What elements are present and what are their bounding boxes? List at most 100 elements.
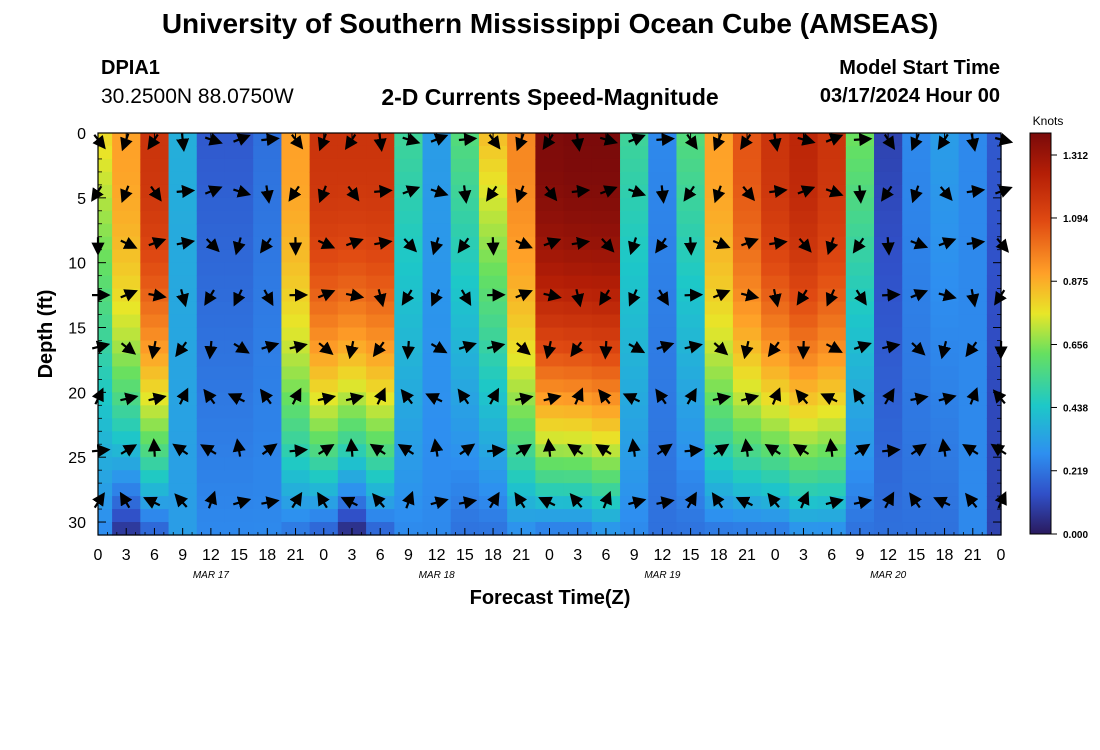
y-axis-label: Depth (ft) — [35, 290, 57, 379]
heatmap-cell — [253, 418, 283, 432]
heatmap-cell — [98, 457, 113, 471]
current-vector-arrow — [372, 341, 386, 358]
heatmap-cell — [817, 405, 847, 419]
current-vector-arrow — [148, 237, 167, 250]
heatmap-cell — [309, 509, 339, 523]
heatmap-cell — [986, 444, 1002, 458]
heatmap-cell — [112, 301, 141, 316]
current-vector-arrow — [514, 491, 528, 509]
heatmap-cell — [112, 314, 141, 329]
heatmap-cell — [591, 509, 621, 523]
heatmap-cell — [196, 509, 226, 523]
heatmap-cell — [507, 483, 536, 497]
current-vector-arrow — [853, 185, 867, 204]
heatmap-cell — [563, 197, 593, 212]
heatmap-cell — [253, 301, 283, 316]
heatmap-cell — [507, 171, 536, 186]
heatmap-cell — [224, 509, 254, 523]
heatmap-cell — [112, 366, 141, 380]
current-vector-arrow — [683, 185, 697, 202]
heatmap-cell — [620, 275, 649, 290]
heatmap-cell — [450, 379, 480, 393]
heatmap-cell — [817, 210, 847, 225]
heatmap-cell — [394, 418, 424, 432]
current-vector-arrow — [910, 443, 927, 457]
heatmap-cell — [874, 210, 903, 225]
heatmap-cell — [281, 171, 311, 186]
heatmap-cell — [986, 327, 1002, 342]
heatmap-cell — [253, 145, 283, 160]
current-vector-arrow — [430, 237, 444, 256]
heatmap-cell — [845, 327, 875, 342]
heatmap-cell — [845, 379, 875, 393]
heatmap-cell — [253, 262, 283, 277]
current-vector-arrow — [458, 496, 478, 510]
heatmap-cell — [902, 210, 932, 225]
heatmap-cell — [224, 457, 254, 471]
heatmap-cell — [874, 366, 903, 380]
heatmap-cell — [366, 171, 395, 186]
current-vector-arrow — [148, 340, 161, 360]
heatmap-cell — [196, 483, 226, 497]
date-label: MAR 19 — [644, 570, 681, 581]
heatmap-cell — [874, 262, 903, 277]
heatmap-cell — [902, 314, 932, 329]
current-vector-arrow — [712, 185, 726, 204]
heatmap-cell — [281, 223, 311, 238]
current-vector-arrow — [655, 237, 669, 254]
heatmap-cell — [676, 171, 706, 186]
heatmap-cell — [930, 457, 960, 471]
heatmap-cell — [422, 366, 452, 380]
heatmap-cell — [309, 197, 339, 212]
current-vector-arrow — [204, 490, 217, 509]
y-tick-label: 5 — [77, 191, 86, 208]
heatmap-cell — [196, 379, 226, 393]
heatmap-cell — [507, 509, 536, 523]
current-vector-arrow — [764, 443, 781, 457]
heatmap-cell — [281, 301, 311, 316]
current-vector-arrow — [655, 185, 669, 204]
heatmap-cell — [535, 418, 565, 432]
x-tick-label: 3 — [573, 547, 582, 564]
heatmap-cell — [620, 197, 649, 212]
heatmap-cell — [591, 405, 621, 419]
heatmap-cell — [704, 379, 734, 393]
current-vector-arrow — [796, 289, 810, 306]
heatmap-cell — [704, 314, 734, 329]
heatmap-cell — [986, 340, 1002, 355]
heatmap-cell — [902, 509, 932, 523]
heatmap-cell — [224, 418, 254, 432]
heatmap-cell — [253, 457, 283, 471]
heatmap-cell — [902, 301, 932, 316]
x-tick-label: 3 — [122, 547, 131, 564]
heatmap-cell — [224, 197, 254, 212]
y-tick-label: 20 — [68, 385, 86, 402]
heatmap-cell — [450, 171, 480, 186]
heatmap-cell — [478, 405, 508, 419]
heatmap-cell — [140, 223, 170, 238]
heatmap-cell — [168, 405, 198, 419]
heatmap-cell — [817, 483, 847, 497]
heatmap-cell — [902, 470, 932, 484]
heatmap-cell — [168, 158, 198, 173]
current-vector-arrow — [911, 341, 926, 356]
heatmap-cell — [563, 210, 593, 225]
heatmap-cell — [620, 405, 649, 419]
heatmap-cell — [224, 262, 254, 277]
x-tick-label: 12 — [879, 547, 897, 564]
heatmap-cell — [422, 327, 452, 342]
heatmap-cell — [874, 431, 903, 445]
heatmap-cell — [789, 470, 819, 484]
heatmap-cell — [676, 405, 706, 419]
current-vector-arrow — [735, 496, 753, 509]
heatmap-cell — [507, 145, 536, 160]
current-vector-arrow — [373, 387, 386, 405]
heatmap-cell — [648, 197, 678, 212]
heatmap-cell — [394, 457, 424, 471]
heatmap-cell — [140, 353, 170, 368]
current-vector-arrow — [570, 341, 584, 358]
x-tick-label: 15 — [682, 547, 700, 564]
heatmap-cell — [366, 314, 395, 329]
heatmap-cell — [224, 301, 254, 316]
current-vector-arrow — [289, 340, 308, 354]
